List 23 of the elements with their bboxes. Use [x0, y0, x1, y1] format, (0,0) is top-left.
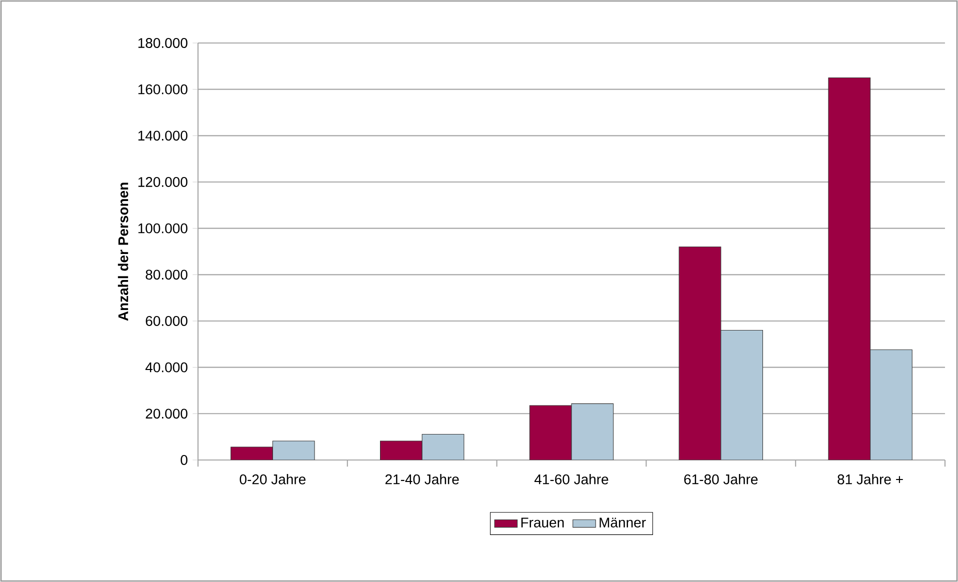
y-tick-label: 120.000 — [138, 177, 188, 187]
bar — [230, 447, 273, 460]
bar — [529, 405, 572, 460]
x-tick-label: 61-80 Jahre — [684, 474, 758, 484]
bar — [678, 246, 722, 460]
x-tick-label: 0-20 Jahre — [240, 474, 306, 484]
x-tick-label: 41-60 Jahre — [534, 474, 608, 484]
bar — [380, 440, 422, 460]
bar — [828, 77, 871, 460]
y-tick-label: 40.000 — [145, 362, 188, 372]
legend-label: Männer — [600, 518, 646, 528]
y-tick-label: 20.000 — [146, 408, 188, 419]
y-tick-label: 180.000 — [138, 38, 188, 48]
x-tick-label: 81 Jahre + — [838, 474, 903, 484]
x-tick-label: 21-40 Jahre — [385, 474, 459, 484]
y-tick-label: 0 — [180, 455, 188, 465]
y-axis-title: Anzahl der Personen — [118, 182, 128, 321]
y-tick-label: 100.000 — [138, 223, 188, 234]
legend-label: Frauen — [521, 518, 564, 528]
y-tick-label: 160.000 — [138, 84, 188, 94]
y-tick-label: 60.000 — [146, 316, 188, 326]
y-tick-label: 140.000 — [138, 130, 188, 141]
y-tick-label: 80.000 — [146, 270, 188, 280]
